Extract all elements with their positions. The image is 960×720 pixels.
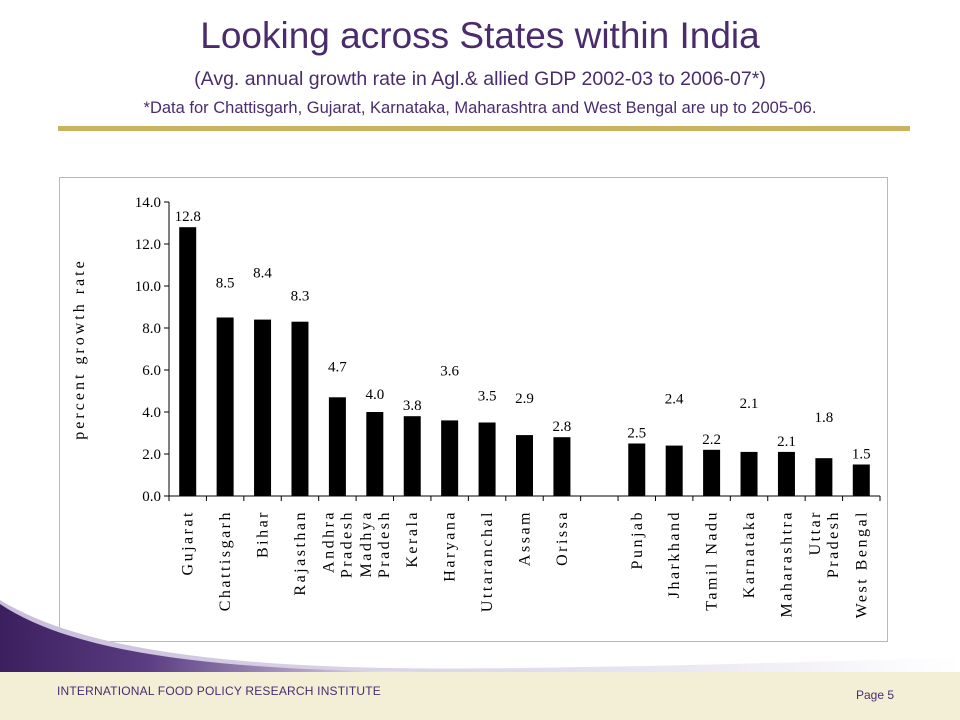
bar-2 bbox=[254, 319, 272, 496]
category-label-15-0: Karnataka bbox=[741, 510, 758, 598]
category-label-6-0: Kerala bbox=[404, 510, 421, 568]
title-rule bbox=[58, 126, 910, 131]
bar-4 bbox=[328, 397, 346, 496]
data-label-16: 2.1 bbox=[777, 434, 796, 450]
bar-12 bbox=[628, 443, 646, 496]
bar-17 bbox=[815, 458, 833, 496]
data-label-0: 12.8 bbox=[175, 209, 201, 225]
category-label-4-0: Andhra bbox=[320, 510, 337, 573]
category-label-12-0: Punjab bbox=[629, 510, 646, 569]
data-label-13: 2.4 bbox=[665, 392, 684, 408]
bar-14 bbox=[703, 449, 721, 496]
category-label-5-1: Pradesh bbox=[376, 510, 393, 578]
category-label-7-0: Haryana bbox=[442, 510, 459, 582]
organization-name: INTERNATIONAL FOOD POLICY RESEARCH INSTI… bbox=[57, 684, 381, 698]
bar-0 bbox=[179, 227, 197, 496]
data-label-8: 3.5 bbox=[478, 389, 497, 405]
y-tick-label: 4.0 bbox=[142, 405, 161, 421]
slide-title: Looking across States within India bbox=[200, 15, 760, 56]
category-label-16-0: Maharashtra bbox=[778, 510, 795, 617]
slide-subtitle: (Avg. annual growth rate in Agl.& allied… bbox=[194, 68, 766, 90]
y-tick-label: 6.0 bbox=[142, 363, 161, 379]
data-label-3: 8.3 bbox=[291, 289, 310, 305]
bar-9 bbox=[516, 435, 533, 496]
data-label-12: 2.5 bbox=[627, 426, 646, 442]
bar-chart: 0.0 2.0 4.0 6.0 8.0 10.0 12.0 14.0 percent growt… bbox=[71, 195, 881, 618]
bar-10 bbox=[553, 437, 571, 496]
bar-1 bbox=[216, 317, 234, 496]
slide-footnote: *Data for Chattisgarh, Gujarat, Karnatak… bbox=[143, 99, 817, 117]
y-tick-label: 10.0 bbox=[135, 279, 161, 295]
data-label-15: 2.1 bbox=[740, 396, 759, 412]
page-number: Page 5 bbox=[856, 688, 895, 702]
bar-16 bbox=[777, 451, 795, 496]
y-axis-title: percent growth rate bbox=[71, 258, 88, 439]
data-label-2: 8.4 bbox=[253, 266, 272, 282]
data-label-6: 3.8 bbox=[403, 398, 422, 414]
category-label-4-1: Pradesh bbox=[338, 510, 355, 578]
data-label-4: 4.7 bbox=[328, 359, 347, 375]
data-label-18: 1.5 bbox=[852, 447, 871, 463]
y-tick-label: 0.0 bbox=[142, 489, 161, 505]
bar-3 bbox=[291, 321, 309, 496]
category-label-17-0: Uttar bbox=[807, 510, 824, 555]
footer-swoosh bbox=[0, 600, 960, 672]
data-label-17: 1.8 bbox=[814, 410, 833, 426]
category-label-17-1: Pradesh bbox=[825, 510, 842, 578]
category-label-1-0: Chattisgarh bbox=[217, 510, 234, 611]
bar-15 bbox=[740, 451, 758, 496]
category-label-18-0: West Bengal bbox=[853, 510, 870, 618]
y-tick-label: 14.0 bbox=[135, 195, 161, 211]
bar-8 bbox=[478, 422, 496, 496]
category-label-14-0: Tamil Nadu bbox=[704, 510, 721, 611]
bar-5 bbox=[366, 412, 384, 496]
bar-7 bbox=[441, 420, 459, 496]
category-label-8-0: Uttaranchal bbox=[479, 510, 496, 612]
category-label-10-0: Orissa bbox=[554, 510, 571, 566]
category-label-13-0: Jharkhand bbox=[666, 510, 683, 598]
data-label-14: 2.2 bbox=[702, 432, 721, 448]
data-label-7: 3.6 bbox=[440, 363, 459, 379]
bar-6 bbox=[403, 416, 421, 496]
y-tick-label: 8.0 bbox=[142, 321, 161, 337]
category-label-2-0: Bihar bbox=[255, 510, 272, 558]
y-tick-label: 12.0 bbox=[135, 237, 161, 253]
y-tick-label: 2.0 bbox=[142, 447, 161, 463]
category-label-3-0: Rajasthan bbox=[292, 510, 309, 596]
category-label-5-0: Madhya bbox=[358, 510, 375, 577]
bar-13 bbox=[665, 445, 683, 496]
bar-18 bbox=[852, 464, 870, 496]
data-label-10: 2.8 bbox=[553, 419, 572, 435]
data-label-5: 4.0 bbox=[365, 387, 384, 403]
data-label-1: 8.5 bbox=[216, 276, 235, 292]
category-label-9-0: Assam bbox=[517, 510, 534, 566]
data-label-9: 2.9 bbox=[515, 391, 534, 407]
category-label-0-0: Gujarat bbox=[180, 510, 197, 575]
chart-frame: 0.0 2.0 4.0 6.0 8.0 10.0 12.0 14.0 percent growt… bbox=[59, 177, 888, 642]
footer-bar bbox=[0, 672, 960, 720]
